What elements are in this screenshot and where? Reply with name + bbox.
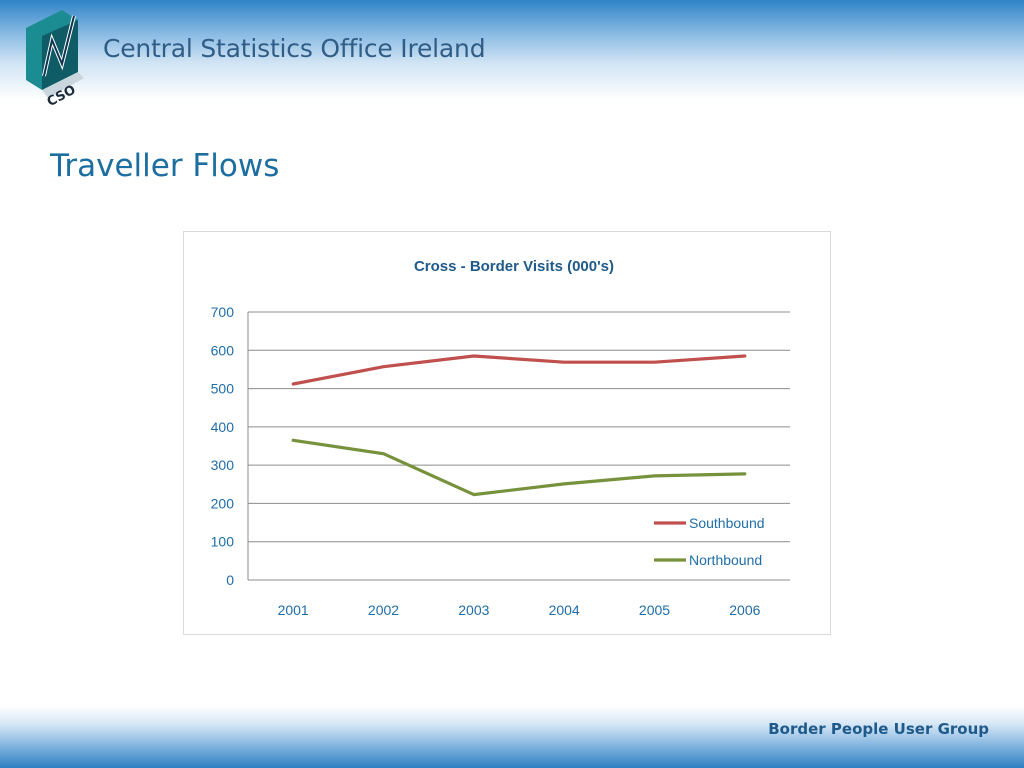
- x-tick-label: 2005: [639, 602, 670, 618]
- series-line-southbound: [291, 354, 747, 386]
- line-chart: Cross - Border Visits (000's) 0 100 200 300…: [211, 258, 790, 618]
- gridlines: [247, 311, 790, 581]
- x-tick-label: 2006: [729, 602, 760, 618]
- y-tick-label: 200: [211, 495, 235, 511]
- legend-label: Southbound: [689, 515, 765, 531]
- x-tick-label: 2003: [458, 602, 489, 618]
- cso-logo: CSO: [26, 10, 84, 106]
- y-tick-label: 700: [211, 304, 235, 320]
- x-tick-label: 2001: [278, 602, 309, 618]
- footer-text: Border People User Group: [768, 720, 989, 738]
- x-tick-label: 2002: [368, 602, 399, 618]
- x-axis-ticks: 2001 2002 2003 2004 2005 2006: [278, 602, 761, 618]
- organization-name: Central Statistics Office Ireland: [103, 34, 486, 63]
- footer-band: [0, 706, 1024, 768]
- series-lines: [291, 354, 747, 497]
- y-axis-ticks: 0 100 200 300 400 500 600 700: [211, 304, 235, 588]
- y-tick-label: 500: [211, 381, 235, 397]
- chart-title: Cross - Border Visits (000's): [414, 258, 614, 275]
- y-tick-label: 100: [211, 534, 235, 550]
- y-tick-label: 300: [211, 457, 235, 473]
- chart-container: Cross - Border Visits (000's) 0 100 200 300…: [183, 231, 831, 635]
- y-tick-label: 0: [226, 572, 234, 588]
- y-tick-label: 400: [211, 419, 235, 435]
- slide-title: Traveller Flows: [50, 148, 280, 184]
- legend: Southbound Northbound: [654, 515, 765, 568]
- legend-label: Northbound: [689, 552, 762, 568]
- header-band: [0, 0, 1024, 100]
- x-tick-label: 2004: [549, 602, 580, 618]
- series-line-northbound: [291, 438, 747, 497]
- y-tick-label: 600: [211, 342, 235, 358]
